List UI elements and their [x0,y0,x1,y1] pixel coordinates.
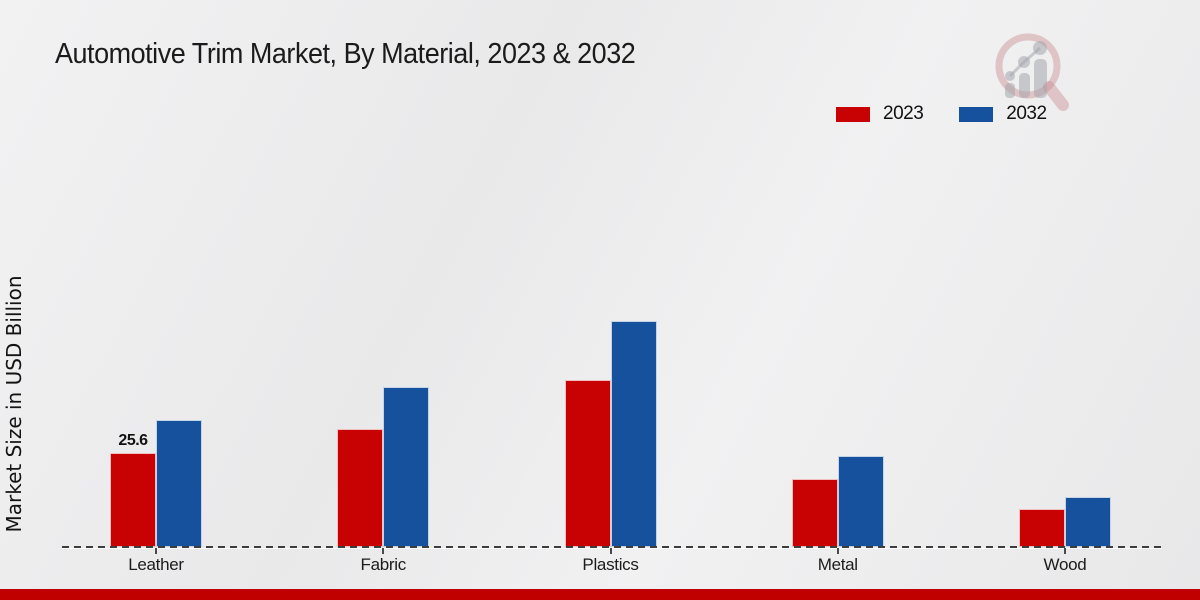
x-axis-tick-plastics [609,548,612,554]
x-axis-tick-metal [836,548,839,554]
x-axis-label-wood: Wood [1043,555,1087,574]
magnifier-growth-chart-logo-icon [995,33,1069,111]
x-axis-label-metal: Metal [817,555,858,574]
legend-label-2032: 2032 [1006,103,1047,124]
x-axis-tick-leather [155,548,157,554]
bar-2032-plastics [610,321,657,547]
footer-band [0,589,1200,600]
bar-2023-metal [791,479,838,547]
chart-title: Automotive Trim Market, By Material, 202… [55,38,636,70]
legend-swatch-2032 [959,106,994,122]
legend-label-2023: 2023 [883,103,924,124]
x-axis-tick-fabric [382,548,385,554]
bar-2032-metal [837,456,884,547]
x-axis-tick-wood [1064,548,1066,554]
bar-2023-wood [1019,509,1065,547]
bar-value-label: 25.6 [118,432,148,449]
legend-item-2032: 2032 [959,103,1047,125]
bar-2032-fabric [383,387,430,547]
legend-item-2023: 2023 [836,103,924,125]
bar-2023-leather [110,453,156,547]
x-axis-label-plastics: Plastics [582,555,639,574]
bar-2023-plastics [564,380,611,547]
x-axis-label-fabric: Fabric [360,555,407,574]
x-axis-label-leather: Leather [128,555,184,574]
legend-swatch-2023 [836,106,870,122]
bar-2032-wood [1065,497,1111,547]
x-axis-baseline [62,546,1162,548]
bar-2032-leather [156,420,202,547]
legend: 2023 2032 [836,103,1047,125]
bar-2023-fabric [337,429,384,547]
